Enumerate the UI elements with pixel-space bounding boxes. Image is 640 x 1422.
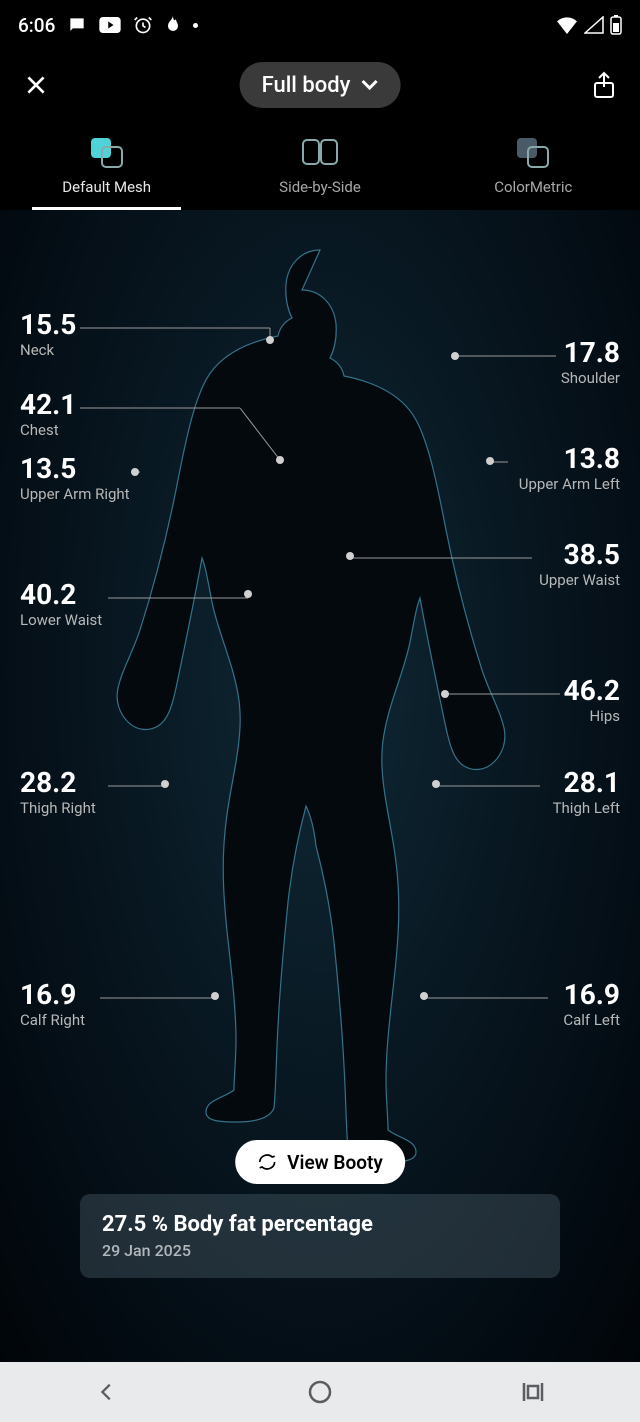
view-dropdown[interactable]: Full body — [240, 62, 401, 108]
measurement-label: Thigh Left — [553, 799, 620, 817]
wifi-icon — [556, 16, 578, 34]
tab-label: Default Mesh — [62, 178, 151, 196]
measurement-lower-waist: 40.2 Lower Waist — [20, 580, 102, 629]
youtube-icon — [99, 17, 121, 33]
dropdown-label: Full body — [262, 73, 351, 98]
measurement-label: Calf Right — [20, 1011, 85, 1029]
signal-icon — [584, 16, 604, 34]
body-scan-area[interactable]: 15.5 Neck 42.1 Chest 13.5 Upper Arm Right 40.2… — [0, 210, 640, 1362]
tab-label: Side-by-Side — [279, 178, 361, 196]
measurement-label: Neck — [20, 341, 54, 359]
measurement-label: Lower Waist — [20, 611, 102, 629]
measurement-upper-arm-left: 13.8 Upper Arm Left — [519, 444, 620, 493]
measurement-label: Hips — [589, 707, 620, 725]
measurement-upper-arm-right: 13.5 Upper Arm Right — [20, 454, 130, 503]
measurement-label: Upper Arm Right — [20, 485, 130, 503]
status-left: 6:06 — [18, 14, 198, 37]
tab-default-mesh[interactable]: Default Mesh — [0, 120, 213, 210]
default-mesh-icon — [87, 134, 127, 170]
colormetric-icon — [513, 134, 553, 170]
tab-label: ColorMetric — [494, 178, 572, 196]
view-booty-label: View Booty — [287, 1151, 383, 1174]
measurement-value: 16.9 — [564, 980, 620, 1009]
rotate-icon — [257, 1152, 277, 1172]
top-bar: Full body — [0, 50, 640, 120]
body-silhouette — [110, 240, 530, 1210]
measurement-calf-left: 16.9 Calf Left — [563, 980, 620, 1029]
flame-icon — [165, 15, 181, 35]
measurement-thigh-right: 28.2 Thigh Right — [20, 768, 96, 817]
measurement-hips: 46.2 Hips — [564, 676, 620, 725]
view-booty-button[interactable]: View Booty — [235, 1140, 405, 1184]
measurement-label: Thigh Right — [20, 799, 96, 817]
chat-icon — [67, 15, 87, 35]
measurement-value: 46.2 — [564, 676, 620, 705]
nav-recent-button[interactable] — [503, 1372, 563, 1412]
measurement-shoulder: 17.8 Shoulder — [561, 338, 620, 387]
side-by-side-icon — [300, 134, 340, 170]
measurement-value: 38.5 — [564, 540, 620, 569]
summary-value: 27.5 % Body fat percentage — [102, 1212, 538, 1237]
nav-back-button[interactable] — [77, 1372, 137, 1412]
measurement-label: Upper Arm Left — [519, 475, 620, 493]
status-right — [556, 15, 622, 35]
dot-icon — [193, 23, 198, 28]
measurement-value: 42.1 — [20, 390, 76, 419]
summary-card[interactable]: 27.5 % Body fat percentage 29 Jan 2025 — [80, 1194, 560, 1278]
alarm-icon — [133, 15, 153, 35]
measurement-label: Shoulder — [561, 369, 620, 387]
measurement-value: 15.5 — [20, 310, 76, 339]
measurement-neck: 15.5 Neck — [20, 310, 76, 359]
nav-home-button[interactable] — [290, 1372, 350, 1412]
summary-date: 29 Jan 2025 — [102, 1241, 538, 1260]
measurement-calf-right: 16.9 Calf Right — [20, 980, 85, 1029]
measurement-value: 28.2 — [20, 768, 76, 797]
measurement-value: 13.5 — [20, 454, 76, 483]
measurement-label: Upper Waist — [539, 571, 620, 589]
chevron-down-icon — [360, 79, 378, 91]
measurement-value: 28.1 — [564, 768, 620, 797]
measurement-label: Chest — [20, 421, 59, 439]
measurement-thigh-left: 28.1 Thigh Left — [553, 768, 620, 817]
tabs: Default Mesh Side-by-Side ColorMetric — [0, 120, 640, 210]
close-button[interactable] — [20, 69, 52, 101]
measurement-value: 17.8 — [564, 338, 620, 367]
battery-icon — [610, 15, 622, 35]
share-button[interactable] — [588, 69, 620, 101]
measurement-upper-waist: 38.5 Upper Waist — [539, 540, 620, 589]
android-nav-bar — [0, 1362, 640, 1422]
measurement-value: 40.2 — [20, 580, 76, 609]
measurement-value: 16.9 — [20, 980, 76, 1009]
measurement-label: Calf Left — [563, 1011, 620, 1029]
status-time: 6:06 — [18, 14, 55, 37]
measurement-value: 13.8 — [564, 444, 620, 473]
measurement-chest: 42.1 Chest — [20, 390, 76, 439]
status-bar: 6:06 — [0, 0, 640, 50]
tab-side-by-side[interactable]: Side-by-Side — [213, 120, 426, 210]
tab-colormetric[interactable]: ColorMetric — [427, 120, 640, 210]
